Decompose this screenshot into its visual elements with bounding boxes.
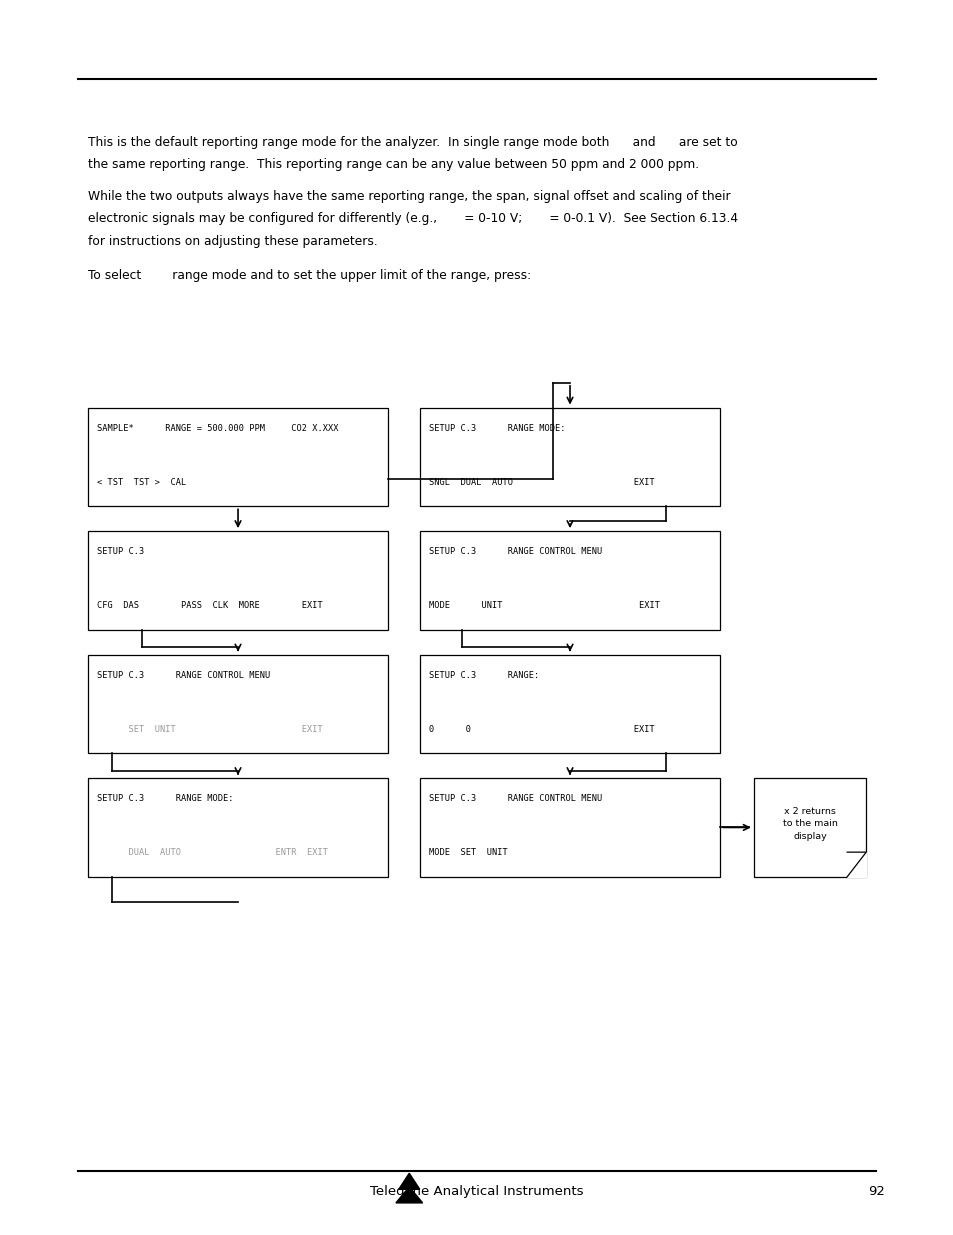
Text: SETUP C.3      RANGE CONTROL MENU: SETUP C.3 RANGE CONTROL MENU: [97, 671, 271, 679]
Text: CFG  DAS        PASS  CLK  MORE        EXIT: CFG DAS PASS CLK MORE EXIT: [97, 601, 323, 610]
Text: SETUP C.3      RANGE MODE:: SETUP C.3 RANGE MODE:: [429, 424, 565, 432]
Bar: [419, 408, 720, 506]
Text: SETUP C.3      RANGE CONTROL MENU: SETUP C.3 RANGE CONTROL MENU: [429, 794, 602, 803]
Text: x 2 returns
to the main
display: x 2 returns to the main display: [781, 806, 837, 841]
Text: SETUP C.3      RANGE MODE:: SETUP C.3 RANGE MODE:: [97, 794, 233, 803]
Bar: [419, 778, 720, 877]
Text: SET  UNIT                        EXIT: SET UNIT EXIT: [97, 725, 323, 734]
Text: 0      0                               EXIT: 0 0 EXIT: [429, 725, 655, 734]
Bar: [419, 531, 720, 630]
Text: 92: 92: [867, 1186, 884, 1198]
Polygon shape: [395, 1187, 422, 1203]
Bar: [419, 655, 720, 753]
Bar: [753, 778, 865, 877]
Text: electronic signals may be configured for differently (e.g.,       = 0-10 V;     : electronic signals may be configured for…: [88, 212, 737, 226]
Text: the same reporting range.  This reporting range can be any value between 50 ppm : the same reporting range. This reporting…: [88, 158, 699, 172]
Text: To select        range mode and to set the upper limit of the range, press:: To select range mode and to set the uppe…: [88, 269, 530, 283]
Bar: [88, 408, 388, 506]
Polygon shape: [398, 1173, 419, 1189]
Text: SETUP C.3      RANGE CONTROL MENU: SETUP C.3 RANGE CONTROL MENU: [429, 547, 602, 556]
Text: MODE      UNIT                          EXIT: MODE UNIT EXIT: [429, 601, 659, 610]
Text: < TST  TST >  CAL: < TST TST > CAL: [97, 478, 187, 487]
Bar: [88, 778, 388, 877]
Text: SAMPLE*      RANGE = 500.000 PPM     CO2 X.XXX: SAMPLE* RANGE = 500.000 PPM CO2 X.XXX: [97, 424, 338, 432]
Text: DUAL  AUTO                  ENTR  EXIT: DUAL AUTO ENTR EXIT: [97, 848, 328, 857]
Polygon shape: [846, 852, 865, 877]
Bar: [88, 531, 388, 630]
Text: SNGL  DUAL  AUTO                       EXIT: SNGL DUAL AUTO EXIT: [429, 478, 655, 487]
Text: for instructions on adjusting these parameters.: for instructions on adjusting these para…: [88, 235, 377, 248]
Text: MODE  SET  UNIT: MODE SET UNIT: [429, 848, 508, 857]
Text: Teledyne Analytical Instruments: Teledyne Analytical Instruments: [370, 1186, 583, 1198]
Text: SETUP C.3      RANGE:: SETUP C.3 RANGE:: [429, 671, 539, 679]
Text: This is the default reporting range mode for the analyzer.  In single range mode: This is the default reporting range mode…: [88, 136, 737, 149]
Text: While the two outputs always have the same reporting range, the span, signal off: While the two outputs always have the sa…: [88, 190, 730, 204]
Bar: [88, 655, 388, 753]
Text: SETUP C.3: SETUP C.3: [97, 547, 145, 556]
